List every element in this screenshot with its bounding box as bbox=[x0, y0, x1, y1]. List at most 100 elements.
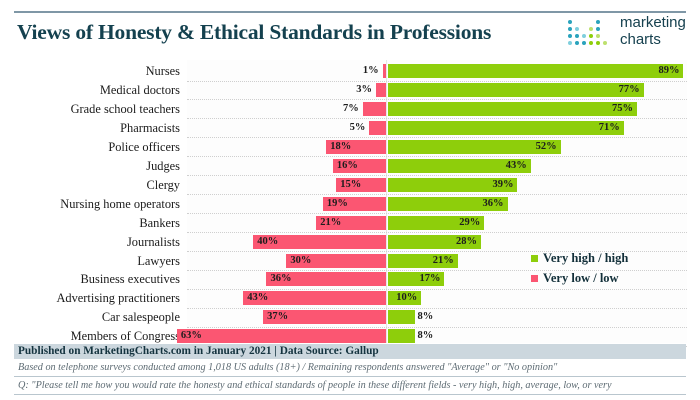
footer-published-band: Published on MarketingCharts.com in Janu… bbox=[14, 344, 686, 359]
bar-very-high bbox=[388, 253, 458, 268]
chart-row: 37% 8% bbox=[187, 310, 687, 325]
bar-very-low bbox=[382, 64, 386, 78]
chart-row: 3% 77% bbox=[187, 82, 687, 97]
bar-value-label-very-high: 28% bbox=[455, 235, 477, 247]
legend-swatch-icon bbox=[531, 275, 538, 282]
bar-very-low bbox=[266, 272, 386, 287]
category-label: Clergy bbox=[146, 177, 181, 192]
bar-value-label-very-low: 7% bbox=[343, 102, 359, 114]
bar-value-label-very-high: 71% bbox=[598, 121, 620, 133]
bar-very-low bbox=[369, 120, 386, 135]
bar-very-low bbox=[322, 196, 386, 211]
bar-value-label-very-low: 30% bbox=[290, 254, 312, 266]
legend-item[interactable]: Very low / low bbox=[531, 270, 628, 287]
legend-item[interactable]: Very high / high bbox=[531, 250, 628, 267]
logo-line-2: charts bbox=[620, 31, 661, 48]
bar-value-label-very-high: 21% bbox=[432, 254, 454, 266]
bar-very-high bbox=[388, 329, 415, 344]
bar-value-label-very-low: 15% bbox=[340, 178, 362, 190]
bar-very-high bbox=[388, 158, 531, 173]
bar-value-label-very-low: 16% bbox=[336, 159, 358, 171]
bar-value-label-very-high: 17% bbox=[419, 273, 441, 285]
bar-very-high bbox=[388, 82, 644, 97]
category-label: Journalists bbox=[126, 234, 180, 249]
bar-very-low bbox=[332, 158, 386, 173]
gridline bbox=[187, 194, 687, 196]
chart-row: 63% 8% bbox=[176, 329, 687, 344]
bar-value-label-very-high: 8% bbox=[417, 311, 434, 323]
bar-very-low bbox=[243, 291, 386, 306]
bar-value-label-very-high: 29% bbox=[459, 216, 481, 228]
bar-very-high bbox=[388, 234, 481, 249]
category-label: Members of Congress bbox=[70, 329, 180, 344]
bar-very-high bbox=[388, 310, 415, 325]
bar-very-low bbox=[362, 101, 386, 116]
chart-row: 5% 71% bbox=[187, 120, 687, 135]
bar-value-label-very-low: 40% bbox=[257, 235, 279, 247]
bar-very-low bbox=[286, 253, 386, 268]
bar-value-label-very-low: 21% bbox=[320, 216, 342, 228]
bar-very-high bbox=[388, 120, 624, 135]
gridline bbox=[187, 175, 687, 177]
plot-area: 1% 89% 3% 77% 7% 75% 5% 71% 18% 52% 16% 43% 15% 39% 19… bbox=[176, 60, 687, 347]
bar-value-label-very-low: 63% bbox=[180, 330, 202, 342]
chart-row: 15% 39% bbox=[187, 177, 687, 192]
logo-dot-matrix-icon bbox=[566, 18, 614, 52]
bar-very-high bbox=[388, 272, 445, 287]
bar-very-low bbox=[376, 82, 386, 97]
bar-value-label-very-low: 5% bbox=[349, 121, 366, 133]
bar-very-low bbox=[316, 215, 386, 230]
chart-row: 36% 17% bbox=[187, 272, 687, 287]
chart-row: 7% 75% bbox=[187, 101, 687, 116]
bar-very-high bbox=[388, 64, 684, 78]
category-label: Medical doctors bbox=[99, 82, 180, 97]
category-label: Pharmacists bbox=[120, 120, 180, 135]
bar-value-label-very-high: 10% bbox=[396, 292, 418, 304]
gridline bbox=[187, 213, 687, 215]
bar-value-label-very-high: 36% bbox=[482, 197, 504, 209]
gridline bbox=[187, 232, 687, 234]
bar-very-high bbox=[388, 101, 637, 116]
category-label: Nurses bbox=[145, 64, 180, 78]
chart-row: 43% 10% bbox=[187, 291, 687, 306]
gridline bbox=[187, 80, 687, 82]
footer-note-question: Q: "Please tell me how you would rate th… bbox=[18, 380, 612, 391]
header-divider bbox=[14, 11, 686, 13]
bar-value-label-very-low: 18% bbox=[330, 140, 352, 152]
gridline bbox=[187, 99, 687, 101]
bar-value-label-very-high: 39% bbox=[492, 178, 514, 190]
bar-value-label-very-high: 75% bbox=[612, 102, 633, 114]
bar-value-label-very-low: 36% bbox=[270, 273, 292, 285]
chart-legend: Very high / high Very low / low bbox=[531, 250, 628, 290]
bar-value-label-very-high: 89% bbox=[658, 65, 680, 76]
page-title: Views of Honesty & Ethical Standards in … bbox=[17, 20, 492, 44]
chart-row: 18% 52% bbox=[187, 139, 687, 154]
gridline bbox=[187, 156, 687, 158]
bar-very-high bbox=[388, 139, 561, 154]
legend-swatch-icon bbox=[531, 255, 538, 262]
footer-divider-1 bbox=[14, 376, 686, 377]
bar-value-label-very-low: 37% bbox=[267, 311, 289, 323]
bar-very-low bbox=[263, 310, 386, 325]
category-label: Advertising practitioners bbox=[56, 291, 180, 306]
bar-value-label-very-high: 8% bbox=[417, 330, 434, 342]
gridline bbox=[187, 326, 687, 328]
chart-row: 40% 28% bbox=[187, 234, 687, 249]
gridline bbox=[187, 251, 687, 253]
category-label: Police officers bbox=[108, 139, 180, 154]
bar-value-label-very-low: 1% bbox=[362, 65, 379, 76]
bar-very-low bbox=[326, 139, 386, 154]
category-label: Grade school teachers bbox=[70, 101, 180, 116]
bar-value-label-very-low: 19% bbox=[326, 197, 348, 209]
legend-label: Very high / high bbox=[543, 251, 629, 265]
gridline bbox=[187, 137, 687, 139]
gridline bbox=[187, 270, 687, 271]
category-label: Nursing home operators bbox=[60, 196, 180, 211]
bar-very-low bbox=[336, 177, 386, 192]
bar-very-high bbox=[388, 196, 508, 211]
chart-row: 19% 36% bbox=[187, 196, 687, 211]
bar-value-label-very-high: 52% bbox=[535, 140, 557, 152]
chart-row: 30% 21% bbox=[187, 253, 687, 268]
bar-value-label-very-high: 43% bbox=[505, 159, 527, 171]
